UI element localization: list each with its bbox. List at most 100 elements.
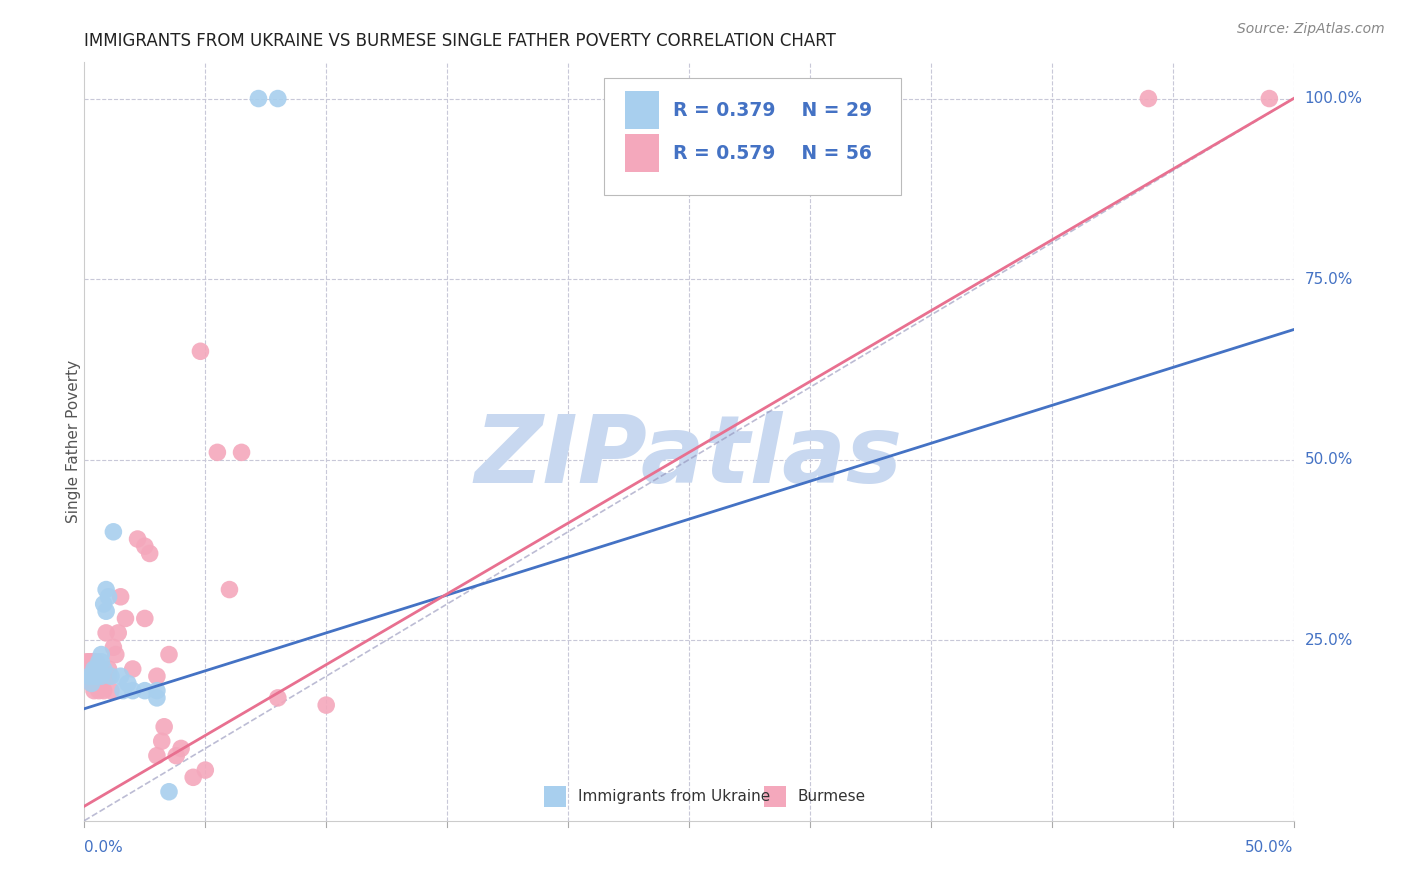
Text: 0.0%: 0.0% (84, 839, 124, 855)
Point (94, 604, 117, 618)
Point (121, 683, 143, 698)
Point (90, 648, 112, 662)
Point (87, 676, 110, 690)
Point (127, 532, 149, 546)
Point (103, 640, 125, 655)
Text: 50.0%: 50.0% (1305, 452, 1353, 467)
Text: Source: ZipAtlas.com: Source: ZipAtlas.com (1237, 22, 1385, 37)
Point (181, 770, 204, 784)
FancyBboxPatch shape (624, 91, 659, 129)
FancyBboxPatch shape (624, 135, 659, 172)
Point (207, 445, 229, 459)
Point (103, 524, 125, 539)
Point (117, 676, 139, 690)
Point (110, 590, 132, 604)
Point (267, 91, 290, 105)
Point (114, 611, 136, 625)
Point (83, 669, 105, 683)
Point (77, 655, 100, 669)
Point (86, 669, 108, 683)
Point (110, 669, 132, 683)
Point (138, 546, 160, 560)
Point (83, 662, 105, 676)
Text: 75.0%: 75.0% (1305, 271, 1353, 286)
Point (134, 539, 156, 553)
Point (80, 676, 103, 690)
Point (170, 741, 193, 756)
Point (93, 669, 115, 683)
Point (146, 669, 169, 683)
Point (77, 669, 100, 683)
Point (80, 669, 103, 683)
Point (90, 669, 112, 683)
Y-axis label: Single Father Poverty: Single Father Poverty (66, 360, 80, 523)
Point (94, 582, 117, 597)
Text: R = 0.379    N = 29: R = 0.379 N = 29 (673, 101, 872, 120)
Point (87, 683, 110, 698)
Point (77, 662, 100, 676)
Text: Burmese: Burmese (797, 789, 866, 804)
Point (1137, 91, 1160, 105)
Point (80, 669, 103, 683)
Point (190, 344, 212, 359)
Point (267, 690, 290, 705)
Point (83, 676, 105, 690)
Text: IMMIGRANTS FROM UKRAINE VS BURMESE SINGLE FATHER POVERTY CORRELATION CHART: IMMIGRANTS FROM UKRAINE VS BURMESE SINGL… (84, 32, 837, 50)
Point (76, 655, 98, 669)
Point (94, 626, 117, 640)
Point (107, 626, 129, 640)
Point (104, 648, 127, 662)
Point (86, 655, 108, 669)
Point (146, 748, 169, 763)
Point (86, 676, 108, 690)
Point (80, 662, 103, 676)
Text: 100.0%: 100.0% (1305, 91, 1362, 106)
Point (93, 597, 115, 611)
Text: ZIPatlas: ZIPatlas (475, 410, 903, 503)
Point (134, 611, 156, 625)
Point (157, 648, 180, 662)
Point (93, 662, 115, 676)
Text: 25.0%: 25.0% (1305, 632, 1353, 648)
Point (97, 590, 120, 604)
FancyBboxPatch shape (605, 78, 901, 195)
Point (83, 669, 105, 683)
Point (90, 669, 112, 683)
Text: R = 0.579    N = 56: R = 0.579 N = 56 (673, 144, 872, 163)
Text: 50.0%: 50.0% (1246, 839, 1294, 855)
Point (86, 662, 108, 676)
Point (100, 683, 122, 698)
Point (1258, 91, 1281, 105)
Point (90, 676, 112, 690)
Point (247, 91, 270, 105)
Point (80, 655, 103, 669)
Point (93, 683, 115, 698)
Point (97, 669, 120, 683)
Point (76, 669, 98, 683)
Point (146, 683, 169, 698)
Point (83, 662, 105, 676)
Point (90, 655, 112, 669)
Point (100, 669, 122, 683)
Point (83, 655, 105, 669)
Point (87, 662, 110, 676)
Point (146, 690, 169, 705)
Point (86, 669, 108, 683)
Point (134, 683, 156, 698)
Point (97, 662, 120, 676)
Point (315, 698, 337, 712)
Point (77, 669, 100, 683)
FancyBboxPatch shape (763, 786, 786, 807)
Point (157, 785, 180, 799)
Point (87, 655, 110, 669)
Point (80, 676, 103, 690)
FancyBboxPatch shape (544, 786, 565, 807)
Point (194, 763, 217, 777)
Point (165, 748, 187, 763)
Point (218, 582, 240, 597)
Point (150, 734, 173, 748)
Point (231, 445, 253, 459)
Point (121, 662, 143, 676)
Text: Immigrants from Ukraine: Immigrants from Ukraine (578, 789, 770, 804)
Point (112, 683, 135, 698)
